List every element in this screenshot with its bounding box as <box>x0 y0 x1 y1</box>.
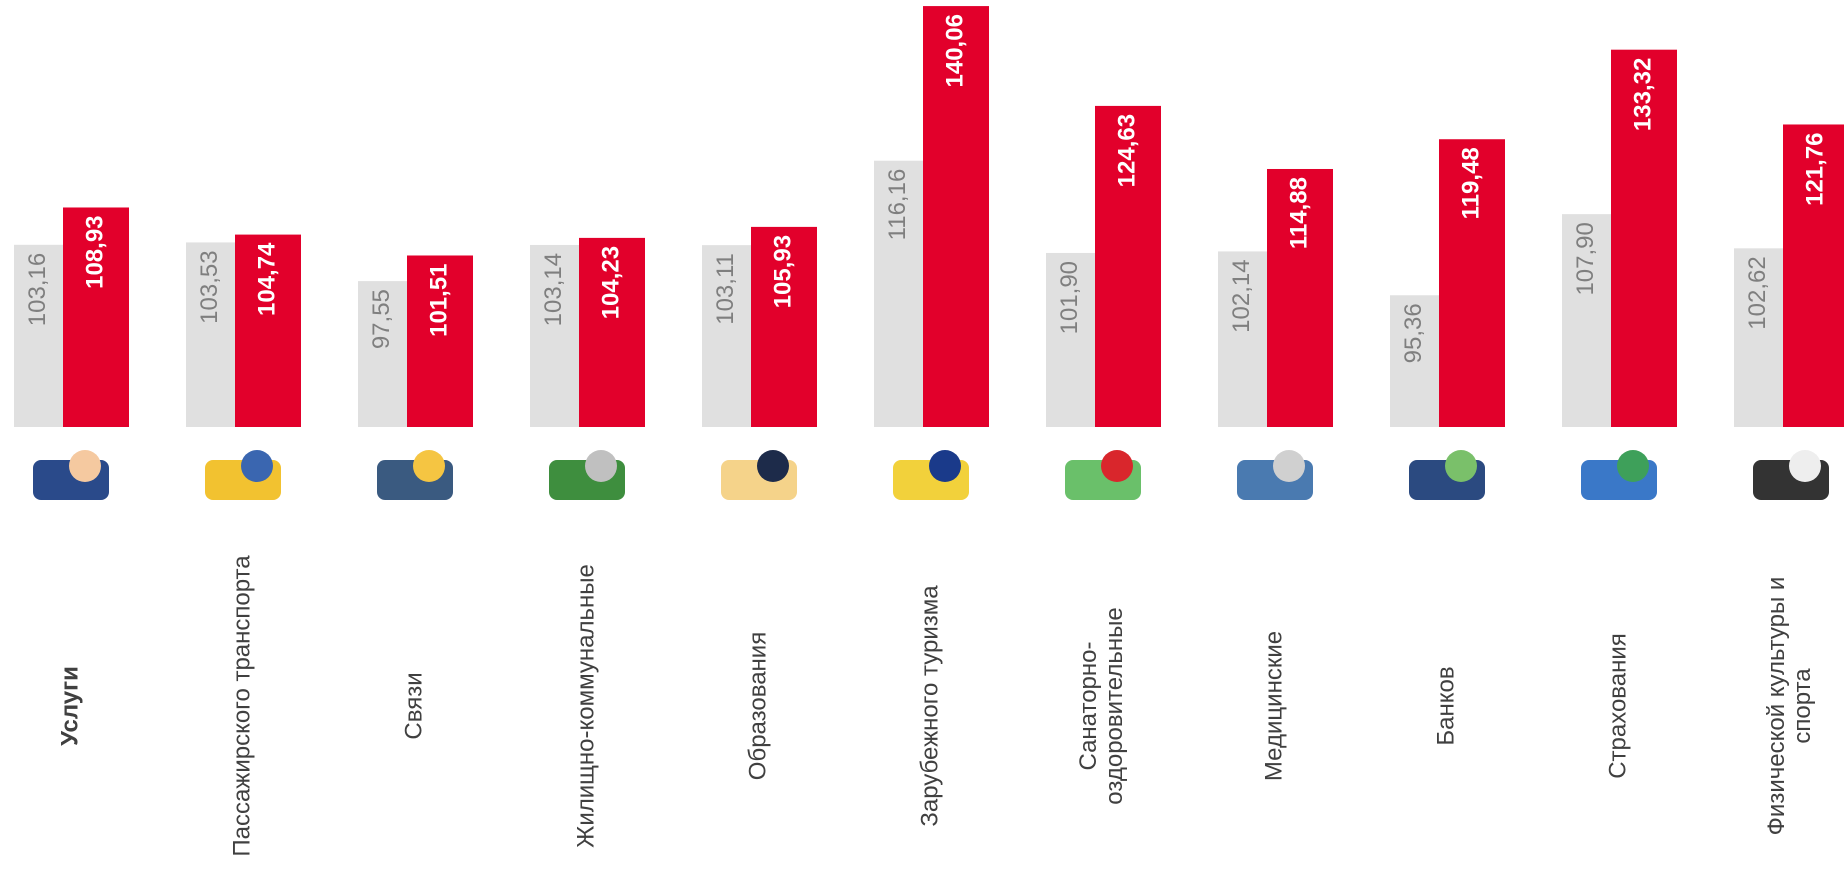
x-tick-label: Жилищно-коммунальные <box>572 564 599 848</box>
value-label: 107,90 <box>1572 222 1599 295</box>
x-tick-label: Зарубежного туризма <box>916 585 943 827</box>
value-label: 121,76 <box>1801 132 1828 205</box>
value-label: 133,32 <box>1629 58 1656 131</box>
bar <box>579 237 645 427</box>
icon <box>241 450 273 482</box>
x-tick-label: Банков <box>1432 666 1459 745</box>
value-label: 102,62 <box>1744 256 1771 329</box>
bar <box>1046 252 1095 427</box>
bar <box>1734 248 1783 427</box>
bar <box>751 226 817 427</box>
bar <box>407 255 473 427</box>
bar <box>923 6 989 428</box>
value-label: 140,06 <box>941 14 968 87</box>
value-label: 103,16 <box>24 253 51 326</box>
value-label: 103,11 <box>712 253 739 325</box>
x-tick-label: Образования <box>744 632 771 780</box>
x-tick-label: Физической культуры испорта <box>1763 577 1816 836</box>
bar <box>1783 124 1844 428</box>
x-tick-label: Медицинские <box>1260 631 1287 781</box>
bar <box>530 244 579 427</box>
icon <box>69 450 101 482</box>
x-tick-label: Связи <box>400 672 427 739</box>
bar <box>1439 139 1505 427</box>
value-label: 102,14 <box>1228 259 1255 332</box>
value-label: 108,93 <box>81 215 108 288</box>
bar <box>1611 49 1677 428</box>
icon <box>585 450 617 482</box>
bar <box>1095 105 1161 427</box>
value-label: 103,14 <box>540 253 567 326</box>
x-tick-label: Пассажирского транспорта <box>228 555 255 857</box>
icon <box>1445 450 1477 482</box>
value-label: 101,51 <box>425 263 452 336</box>
icon <box>1617 450 1649 482</box>
value-label: 104,23 <box>597 246 624 319</box>
value-label: 114,88 <box>1285 177 1312 249</box>
icon <box>413 450 445 482</box>
icon <box>757 450 789 482</box>
value-label: 97,55 <box>368 289 395 349</box>
icon <box>1101 450 1133 482</box>
bar <box>874 160 923 427</box>
bar <box>702 245 751 427</box>
bar <box>358 281 407 427</box>
value-label: 105,93 <box>769 235 796 308</box>
value-label: 101,90 <box>1056 261 1083 334</box>
value-label: 119,48 <box>1457 147 1484 219</box>
bar <box>235 234 301 427</box>
icon <box>1273 450 1305 482</box>
value-label: 116,16 <box>884 169 911 241</box>
value-label: 104,74 <box>253 242 280 316</box>
bar <box>14 244 63 427</box>
x-tick-label: Страхования <box>1604 633 1631 779</box>
icon <box>1789 450 1821 482</box>
bar <box>1267 168 1333 428</box>
value-label: 103,53 <box>196 250 223 323</box>
bar <box>1218 251 1267 427</box>
bar <box>63 207 129 427</box>
value-label: 95,36 <box>1400 303 1427 363</box>
bar <box>1390 295 1439 427</box>
x-tick-label: Санаторно-оздоровительные <box>1075 607 1128 804</box>
x-tick-label: Услуги <box>56 666 83 746</box>
value-label: 124,63 <box>1113 114 1140 187</box>
icon <box>929 450 961 482</box>
bar <box>1562 214 1611 427</box>
bar <box>186 242 235 427</box>
